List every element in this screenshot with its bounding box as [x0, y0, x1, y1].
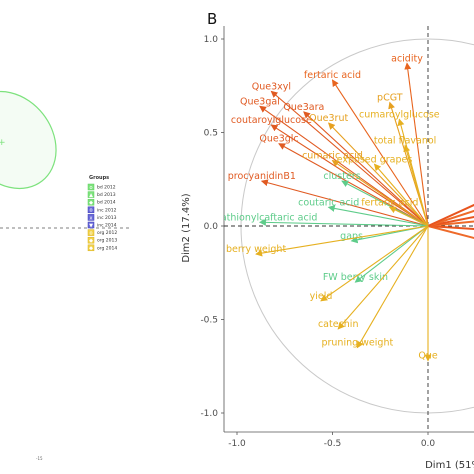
variable-label: exposed grapes [337, 154, 413, 165]
variable-label: Que3ara [283, 102, 324, 113]
legend-key [87, 191, 95, 198]
left-corner-tick: -15 [36, 456, 43, 461]
legend-glyph: ▲ [89, 193, 93, 199]
variable-label: glutathionylcaftaric acid [202, 212, 317, 223]
variable-arrow [373, 163, 429, 227]
variable-arrow [404, 62, 429, 227]
variable-label: fertaric acid [304, 70, 361, 81]
legend-glyph: o [89, 208, 92, 214]
y-axis-label: Dim2 (17.4%) [181, 193, 192, 262]
variable-label: Que3gal [240, 96, 280, 107]
legend-key [87, 214, 95, 221]
variable-label: cumaric acid [302, 151, 363, 162]
legend-key [87, 236, 95, 244]
variable-label: clusters [323, 171, 360, 182]
variable-arrow [356, 225, 429, 349]
legend-key [87, 206, 95, 214]
legend-glyph: ◆ [89, 200, 93, 206]
variable-label: total flavanol [374, 136, 436, 147]
legend-item: inc 2013 [97, 215, 117, 221]
variable-arrow [327, 204, 429, 227]
legend-glyph: ▼ [89, 223, 93, 229]
variable-arrow-offscreen [427, 215, 474, 227]
group-ellipse [0, 90, 57, 190]
variable-label: gaps [340, 231, 363, 242]
y-tick-label: -0.5 [200, 316, 218, 326]
variable-arrow [270, 90, 429, 227]
variable-arrow [259, 105, 429, 227]
group-centroid-icon: + [0, 138, 6, 148]
legend-item: org 2012 [97, 230, 117, 236]
legend-glyph: o [89, 231, 92, 237]
variable-label: Que3rut [309, 113, 348, 124]
legend-item: inc 2012 [97, 207, 117, 213]
variable-arrow [388, 206, 429, 227]
variable-label: Que [418, 351, 437, 362]
variable-arrow [255, 225, 429, 257]
variable-label: procyanidinB1 [228, 171, 296, 182]
legend-glyph: ◆ [89, 246, 93, 252]
x-tick-label: 0.0 [421, 439, 436, 449]
legend-item: bd 2012 [97, 185, 116, 191]
x-axis-label: Dim1 (51%) [425, 460, 474, 471]
x-tick-label: -0.5 [324, 439, 342, 449]
panel-label: B [207, 10, 217, 28]
legend-key [87, 244, 95, 252]
x-tick-label: -1.0 [228, 439, 246, 449]
variable-arrow [258, 218, 429, 227]
variable-label: pCGT [377, 93, 403, 104]
variable-label: FW berry skin [323, 272, 388, 283]
legend-key [87, 183, 95, 191]
variable-label: acidity [391, 53, 423, 64]
variable-arrow [278, 143, 429, 227]
variable-arrow-offscreen [427, 209, 474, 227]
legend-item: inc 2014 [97, 223, 117, 229]
variable-arrow [270, 124, 429, 227]
variable-arrow [331, 79, 429, 227]
variable-arrow-offscreen [427, 203, 474, 227]
variable-arrow [403, 144, 429, 227]
legend-item: org 2014 [97, 245, 117, 251]
legend-glyph: ◆ [89, 238, 93, 244]
pca-panel: B -1.0 -0.5 0.0 -1.0 -0.5 0.0 0.5 1.0 Dim2 (17.… [181, 10, 474, 471]
variable-arrow [303, 111, 429, 227]
y-tick-label: 0.0 [204, 222, 219, 232]
plot-area: acidity fertaric acid Que3xyl Que3galQue3ar… [202, 26, 474, 432]
y-tick-label: -1.0 [200, 409, 218, 419]
variable-label: catechin [318, 319, 359, 330]
variable-label: cumaroylglucose [359, 109, 440, 120]
variable-arrow [320, 225, 429, 302]
legend-item: org 2013 [97, 238, 117, 244]
variable-label: Que3glc [259, 134, 298, 145]
variable-arrow-offscreen [427, 225, 474, 240]
legend-glyph: x [90, 215, 93, 221]
legend-item: bd 2013 [97, 192, 116, 198]
legend-glyph: o [89, 185, 92, 191]
variable-label: pruning weight [321, 338, 393, 349]
variable-label: fertaric acid [361, 197, 418, 208]
plot-content: acidity fertaric acid Que3xyl Que3galQue3ar… [202, 26, 474, 432]
variable-arrow [354, 225, 429, 283]
legend-item: bd 2014 [97, 200, 116, 206]
variable-label: berry weight [226, 244, 286, 255]
variable-label: coutaroylglucose [231, 115, 312, 126]
legend-key [87, 221, 95, 229]
variable-label: Que3xyl [252, 81, 291, 92]
variable-arrow [337, 225, 429, 330]
variable-arrow-offscreen [427, 225, 474, 231]
legend-title: Groups [89, 175, 109, 181]
variable-arrow [327, 122, 429, 227]
variable-label: coutaric acid [298, 197, 359, 208]
variable-arrow [260, 179, 429, 227]
legend-key [87, 229, 95, 236]
legend-key [87, 198, 95, 206]
y-tick-label: 0.5 [204, 129, 218, 139]
groups-legend: Groups o bd 2012 ▲ bd 2013 ◆ bd 2014 o inc 2012… [87, 175, 117, 252]
y-tick-label: 1.0 [204, 35, 219, 45]
variable-arrow [331, 159, 429, 227]
variable-label: yield [310, 291, 333, 302]
